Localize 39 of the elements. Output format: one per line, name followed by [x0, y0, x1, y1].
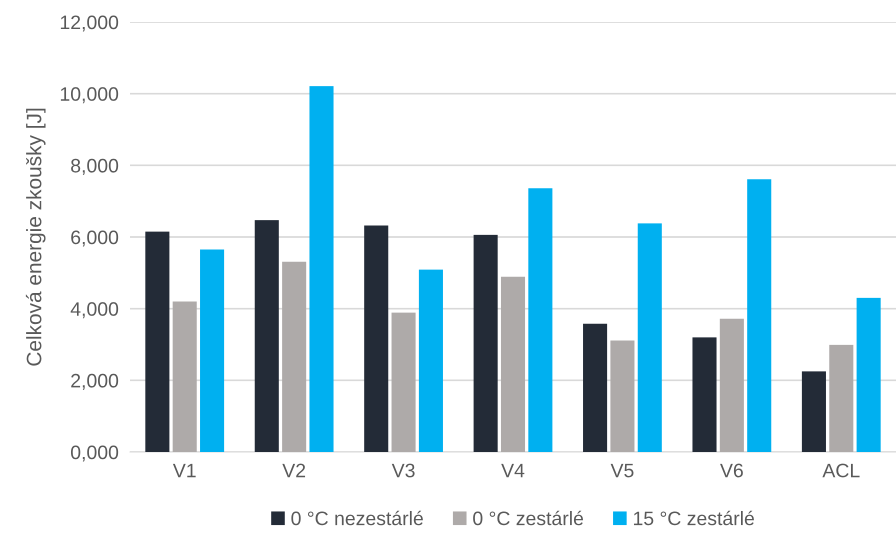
y-tick-label: 4,000: [70, 302, 118, 318]
bar: [829, 344, 854, 452]
legend-label: 15 °C zestárlé: [634, 510, 754, 526]
bar: [638, 223, 662, 452]
bar: [364, 226, 388, 452]
x-tick-label: V1: [172, 464, 196, 478]
x-tick-label: ACL: [822, 464, 860, 478]
bar: [500, 276, 526, 452]
bar: [528, 188, 552, 452]
bar: [392, 312, 416, 452]
bar: [856, 298, 881, 452]
bar: [418, 270, 443, 452]
y-axis-title: Celková energie zkoušky [J]: [26, 108, 46, 366]
x-tick-label: V2: [282, 464, 306, 478]
y-tick-label: 2,000: [71, 374, 118, 390]
bar: [282, 262, 306, 452]
bar: [145, 232, 170, 452]
bar: [720, 318, 744, 452]
bar: [747, 179, 772, 452]
bar: [474, 234, 498, 452]
bar: [802, 371, 826, 452]
x-tick-label: V4: [501, 464, 524, 478]
bar: [610, 340, 634, 452]
bar: [172, 302, 197, 452]
x-tick-label: V5: [610, 464, 634, 478]
bar: [692, 337, 717, 452]
x-tick-label: V6: [720, 464, 743, 478]
bar: [254, 220, 279, 452]
y-tick-label: 0,000: [70, 445, 118, 462]
bar: [309, 86, 334, 452]
y-tick-label: 6,000: [71, 230, 118, 247]
bar: [200, 250, 224, 452]
legend-label: 0 °C zestárlé: [473, 510, 584, 526]
y-tick-label: 10,000: [60, 87, 118, 104]
bar: [583, 324, 608, 452]
y-tick-label: 12,000: [60, 15, 118, 32]
legend-label: 0 °C nezestárlé: [291, 510, 423, 526]
y-tick-label: 8,000: [71, 158, 118, 175]
x-tick-label: V3: [392, 464, 415, 478]
